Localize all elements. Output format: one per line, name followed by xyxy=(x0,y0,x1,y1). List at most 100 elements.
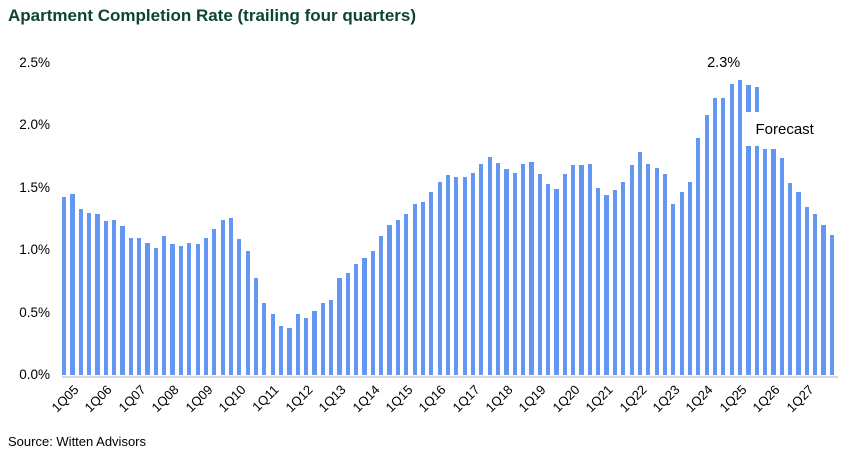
bar xyxy=(287,327,292,375)
bar xyxy=(420,201,426,375)
bar xyxy=(345,272,350,375)
bar xyxy=(78,209,83,375)
bar xyxy=(696,137,701,375)
x-axis-tick-label: 1Q18 xyxy=(482,382,516,416)
bar xyxy=(170,243,175,375)
bar xyxy=(278,326,284,375)
bar xyxy=(187,242,192,375)
bar xyxy=(796,191,801,375)
x-axis-tick-label: 1Q08 xyxy=(148,382,182,416)
bar xyxy=(537,174,542,375)
bar xyxy=(587,164,592,375)
bar xyxy=(95,214,100,375)
bar xyxy=(253,277,259,375)
bar xyxy=(203,237,209,375)
bar xyxy=(329,300,334,375)
bar xyxy=(746,85,751,375)
x-axis-tick-label: 1Q14 xyxy=(349,382,383,416)
bar xyxy=(529,161,534,375)
bar xyxy=(729,84,734,375)
bar xyxy=(387,225,392,375)
bar xyxy=(662,174,668,375)
x-axis-tick-label: 1Q17 xyxy=(449,382,483,416)
bar xyxy=(62,196,67,375)
source-note: Source: Witten Advisors xyxy=(8,434,146,449)
x-axis-tick-label: 1Q24 xyxy=(682,382,716,416)
x-axis-tick-label: 1Q25 xyxy=(716,382,750,416)
bar xyxy=(571,165,576,375)
x-axis-tick-label: 1Q21 xyxy=(582,382,616,416)
x-axis-tick-label: 1Q20 xyxy=(549,382,583,416)
chart-title: Apartment Completion Rate (trailing four… xyxy=(8,6,417,25)
bar xyxy=(178,246,184,375)
bar xyxy=(687,181,693,375)
bar xyxy=(712,97,718,375)
y-axis-tick-label: 2.5% xyxy=(19,55,50,70)
x-axis-tick-label: 1Q07 xyxy=(115,382,149,416)
bar xyxy=(228,217,234,375)
bar xyxy=(245,251,250,375)
bar xyxy=(771,149,776,375)
bar xyxy=(304,317,309,375)
bar xyxy=(370,251,375,375)
bar xyxy=(788,182,793,375)
bar xyxy=(646,164,651,375)
bar xyxy=(362,257,367,375)
bar xyxy=(462,176,467,375)
bar xyxy=(763,149,768,375)
bar xyxy=(87,212,92,375)
y-axis-tick-label: 0.0% xyxy=(19,367,50,382)
bar xyxy=(704,115,709,375)
bar xyxy=(829,235,834,375)
bar xyxy=(195,243,200,375)
bar xyxy=(262,302,267,375)
bar xyxy=(454,176,459,375)
bar xyxy=(779,157,784,375)
bar xyxy=(629,165,634,375)
bar xyxy=(128,237,133,375)
y-axis-tick-label: 0.5% xyxy=(19,304,50,320)
bar xyxy=(596,187,601,375)
x-axis-tick-label: 1Q27 xyxy=(783,382,817,416)
forecast-annotation: Forecast xyxy=(741,112,828,146)
bar xyxy=(220,220,225,375)
bar xyxy=(654,167,659,375)
x-axis-tick-label: 1Q13 xyxy=(315,382,349,416)
bar xyxy=(137,237,142,375)
bar xyxy=(504,169,509,375)
bar xyxy=(237,238,242,375)
bar xyxy=(145,242,150,375)
bar xyxy=(312,311,317,375)
bar xyxy=(437,181,442,375)
bar xyxy=(162,236,167,375)
x-axis-tick-label: 1Q09 xyxy=(182,382,216,416)
y-axis-tick-label: 1.0% xyxy=(19,242,50,258)
bar xyxy=(112,220,117,375)
x-axis-tick-label: 1Q15 xyxy=(382,382,416,416)
x-axis-tick-label: 1Q06 xyxy=(81,382,116,416)
y-axis-tick-label: 2.0% xyxy=(19,117,50,133)
bar xyxy=(445,175,451,375)
bar xyxy=(479,164,484,375)
bar xyxy=(495,162,501,375)
peak-value-annotation: 2.3% xyxy=(707,55,741,71)
bar xyxy=(354,263,359,375)
bar xyxy=(320,302,325,375)
x-axis-tick-label: 1Q22 xyxy=(616,382,650,416)
bar xyxy=(412,204,417,375)
bar xyxy=(103,221,108,375)
x-axis-tick-label: 1Q26 xyxy=(749,382,783,416)
x-axis-tick-label: 1Q11 xyxy=(249,382,282,415)
bar xyxy=(212,228,217,375)
x-axis-tick-label: 1Q16 xyxy=(415,382,449,416)
bar xyxy=(637,151,643,375)
bar xyxy=(579,165,584,375)
bar xyxy=(295,313,300,375)
bar xyxy=(671,204,676,375)
bar xyxy=(612,190,617,375)
x-axis-tick-label: 1Q12 xyxy=(282,382,316,416)
x-axis-tick-label: 1Q19 xyxy=(515,382,550,416)
bar xyxy=(562,174,567,375)
